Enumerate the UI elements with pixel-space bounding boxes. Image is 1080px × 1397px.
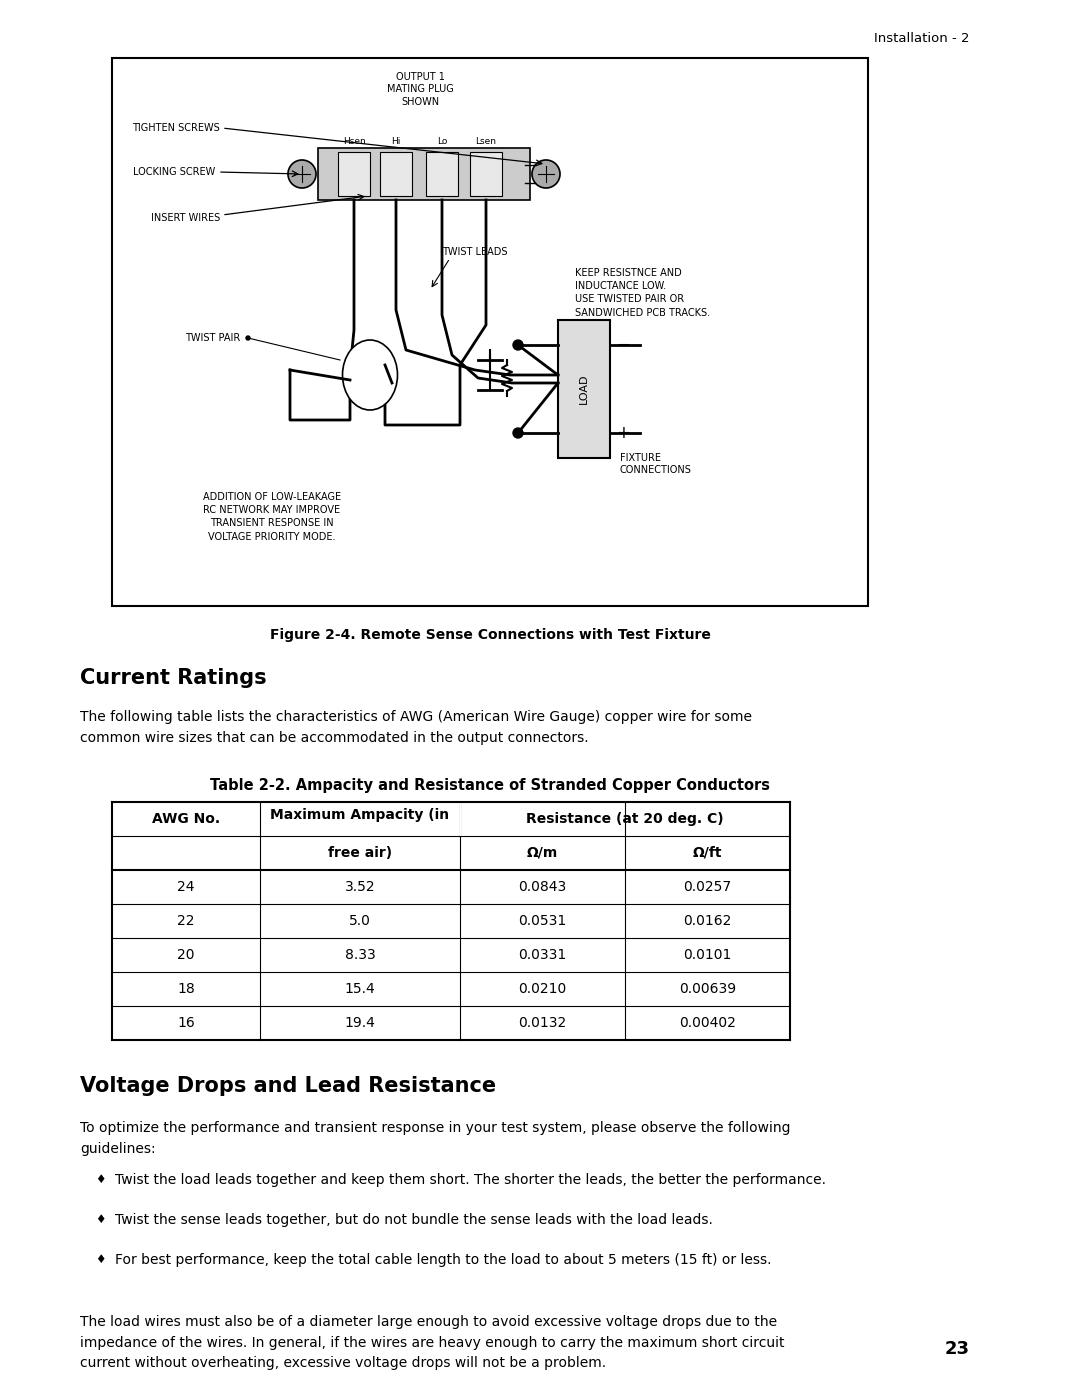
Text: Lsen: Lsen (475, 137, 497, 147)
Text: TWIST PAIR: TWIST PAIR (185, 332, 240, 344)
Text: 18: 18 (177, 982, 194, 996)
Text: Table 2-2. Ampacity and Resistance of Stranded Copper Conductors: Table 2-2. Ampacity and Resistance of St… (210, 778, 770, 793)
Text: Ω/ft: Ω/ft (692, 847, 723, 861)
Text: 0.0531: 0.0531 (518, 914, 567, 928)
Text: Voltage Drops and Lead Resistance: Voltage Drops and Lead Resistance (80, 1076, 496, 1097)
Text: 23: 23 (945, 1340, 970, 1358)
Text: LOCKING SCREW: LOCKING SCREW (133, 168, 215, 177)
Text: 19.4: 19.4 (345, 1016, 376, 1030)
Text: Hi: Hi (391, 137, 401, 147)
Text: 0.00402: 0.00402 (679, 1016, 735, 1030)
Circle shape (246, 337, 249, 339)
Text: 0.00639: 0.00639 (679, 982, 737, 996)
Text: 0.0101: 0.0101 (684, 949, 731, 963)
Text: 3.52: 3.52 (345, 880, 376, 894)
Circle shape (532, 161, 561, 189)
Bar (470, 152, 502, 196)
Text: 22: 22 (177, 914, 194, 928)
Text: OUTPUT 1
MATING PLUG
SHOWN: OUTPUT 1 MATING PLUG SHOWN (387, 73, 454, 106)
Text: 5.0: 5.0 (349, 914, 370, 928)
Text: Twist the sense leads together, but do not bundle the sense leads with the load : Twist the sense leads together, but do n… (114, 1213, 713, 1227)
Text: TIGHTEN SCREWS: TIGHTEN SCREWS (132, 123, 220, 133)
Text: Current Ratings: Current Ratings (80, 668, 267, 687)
Text: 0.0331: 0.0331 (518, 949, 567, 963)
Text: To optimize the performance and transient response in your test system, please o: To optimize the performance and transien… (80, 1120, 791, 1155)
Text: Hsen: Hsen (342, 137, 365, 147)
Circle shape (513, 339, 523, 351)
Bar (112, 59, 868, 606)
Circle shape (513, 427, 523, 439)
Text: The following table lists the characteristics of AWG (American Wire Gauge) coppe: The following table lists the characteri… (80, 710, 752, 745)
Bar (112, 802, 789, 1039)
Text: −: − (616, 337, 630, 353)
Text: Installation - 2: Installation - 2 (875, 32, 970, 45)
Text: Lo: Lo (436, 137, 447, 147)
Text: Maximum Ampacity (in: Maximum Ampacity (in (270, 807, 449, 821)
Text: TWIST LEADS: TWIST LEADS (442, 247, 508, 257)
Text: free air): free air) (328, 847, 392, 861)
Text: Figure 2-4. Remote Sense Connections with Test Fixture: Figure 2-4. Remote Sense Connections wit… (270, 629, 711, 643)
Text: +: + (616, 425, 630, 441)
Text: 0.0257: 0.0257 (684, 880, 731, 894)
Text: Resistance (at 20 deg. C): Resistance (at 20 deg. C) (526, 812, 724, 826)
Text: 8.33: 8.33 (345, 949, 376, 963)
Bar (338, 152, 370, 196)
Text: INSERT WIRES: INSERT WIRES (151, 212, 220, 224)
Text: 16: 16 (177, 1016, 194, 1030)
Text: 0.0210: 0.0210 (518, 982, 567, 996)
Text: Twist the load leads together and keep them short. The shorter the leads, the be: Twist the load leads together and keep t… (114, 1173, 826, 1187)
Text: ♦: ♦ (95, 1213, 106, 1227)
Bar (318, 148, 530, 200)
Text: AWG No.: AWG No. (152, 812, 220, 826)
Text: ♦: ♦ (95, 1173, 106, 1186)
Text: FIXTURE
CONNECTIONS: FIXTURE CONNECTIONS (620, 453, 692, 475)
Text: LOAD: LOAD (579, 374, 589, 404)
Text: 0.0162: 0.0162 (684, 914, 731, 928)
Text: ADDITION OF LOW-LEAKAGE
RC NETWORK MAY IMPROVE
TRANSIENT RESPONSE IN
VOLTAGE PRI: ADDITION OF LOW-LEAKAGE RC NETWORK MAY I… (203, 492, 341, 542)
Circle shape (288, 161, 316, 189)
Text: 0.0132: 0.0132 (518, 1016, 567, 1030)
Bar (426, 152, 458, 196)
Text: Ω/m: Ω/m (527, 847, 558, 861)
Text: 15.4: 15.4 (345, 982, 376, 996)
Text: 24: 24 (177, 880, 194, 894)
Text: 0.0843: 0.0843 (518, 880, 567, 894)
Text: The load wires must also be of a diameter large enough to avoid excessive voltag: The load wires must also be of a diamete… (80, 1315, 784, 1370)
Text: KEEP RESISTNCE AND
INDUCTANCE LOW.
USE TWISTED PAIR OR
SANDWICHED PCB TRACKS.: KEEP RESISTNCE AND INDUCTANCE LOW. USE T… (575, 268, 711, 317)
Ellipse shape (342, 339, 397, 409)
Bar (558, 320, 610, 458)
Bar (380, 152, 411, 196)
Text: 20: 20 (177, 949, 194, 963)
Text: ♦: ♦ (95, 1253, 106, 1266)
Bar (459, 802, 461, 835)
Text: For best performance, keep the total cable length to the load to about 5 meters : For best performance, keep the total cab… (114, 1253, 771, 1267)
